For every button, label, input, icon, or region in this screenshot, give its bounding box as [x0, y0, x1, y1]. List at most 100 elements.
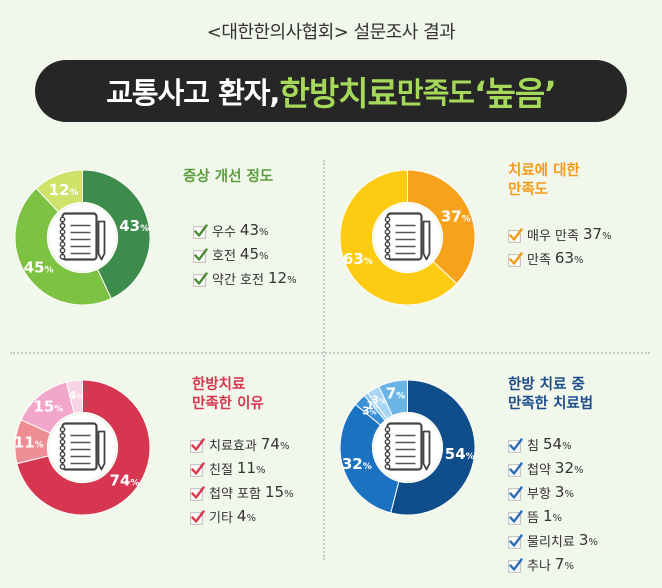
legend-item: 치료효과 74% [190, 432, 294, 456]
donut-chart-2: 37%63% [340, 170, 475, 305]
legend-unit: % [246, 513, 256, 524]
legend-item: 약간 호전 12% [193, 266, 297, 290]
legend-label: 물리치료 [527, 534, 575, 550]
checkmark-icon [193, 222, 210, 239]
notebook-icon [59, 212, 106, 261]
legend-label: 친절 [209, 462, 233, 478]
legend-1: 우수 43% 호전 45% 약간 호전 12% [193, 218, 297, 290]
slice-만족 [340, 170, 458, 305]
legend-label: 침 [527, 438, 539, 454]
slice-label-부항: 3% [362, 404, 377, 417]
slice-침 [390, 380, 475, 515]
legend-unit: % [256, 465, 266, 476]
checkmark-icon [190, 484, 207, 501]
legend-unit: % [287, 275, 297, 286]
legend-4: 침 54% 첩약 32% 부항 3% 뜸 1% 물리치료 3% 추나 7% [508, 432, 598, 576]
slice-우수 [82, 170, 150, 300]
legend-unit: % [574, 465, 584, 476]
checkmark-icon [190, 436, 207, 453]
horizontal-divider [10, 352, 650, 354]
legend-value: 45% [239, 245, 269, 263]
notebook-icon [59, 422, 106, 471]
legend-label: 추나 [527, 558, 551, 574]
legend-label: 기타 [209, 510, 233, 526]
legend-label: 첩약 포함 [209, 486, 261, 502]
legend-item: 부항 3% [508, 480, 598, 504]
legend-item: 첩약 32% [508, 456, 598, 480]
legend-value: 3% [578, 531, 598, 549]
slice-추나 [378, 380, 408, 417]
legend-item: 물리치료 3% [508, 528, 598, 552]
headline-banner: 교통사고 환자, 한방치료 만족도 ‘높음’ [35, 60, 627, 122]
legend-label: 뜸 [527, 510, 539, 526]
legend-item: 친절 11% [190, 456, 294, 480]
checkmark-icon [190, 460, 207, 477]
legend-unit: % [564, 489, 574, 500]
legend-value: 63% [554, 249, 584, 267]
vertical-divider [323, 160, 325, 560]
legend-value: 1% [542, 507, 563, 525]
legend-2: 매우 만족 37% 만족 63% [508, 222, 612, 270]
notebook-icon [384, 212, 431, 261]
legend-value: 12% [267, 269, 297, 287]
legend-value: 37% [582, 225, 612, 243]
legend-label: 첩약 [527, 462, 551, 478]
legend-item: 첩약 포함 15% [190, 480, 294, 504]
legend-unit: % [562, 441, 572, 452]
checkmark-icon [190, 508, 207, 525]
checkmark-icon [508, 508, 525, 525]
chart-title-line: 만족한 치료법 [508, 396, 594, 412]
chart-title-line: 만족도 [508, 182, 549, 198]
legend-value: 3% [554, 483, 574, 501]
notebook-icon [384, 422, 431, 471]
chart-title-line: 한방 치료 중 [508, 377, 585, 393]
chart-title-line: 치료에 대한 [508, 163, 580, 179]
donut-chart-4: 54%32%3%1%3%7% [340, 380, 475, 515]
legend-unit: % [259, 251, 269, 262]
legend-3: 치료효과 74% 친절 11% 첩약 포함 15% 기타 4% [190, 432, 294, 528]
legend-unit: % [279, 441, 290, 452]
legend-value: 7% [554, 555, 574, 573]
checkmark-icon [508, 484, 525, 501]
headline-part4: ‘높음’ [473, 74, 557, 113]
legend-value: 15% [264, 483, 294, 501]
legend-item: 호전 45% [193, 242, 297, 266]
donut-chart-1: 43%45%12% [15, 170, 150, 305]
legend-item: 만족 63% [508, 246, 612, 270]
chart-title-3: 한방치료 만족한 이유 [192, 376, 264, 414]
checkmark-icon [508, 460, 525, 477]
slice-기타 [65, 380, 83, 415]
legend-label: 우수 [212, 224, 236, 240]
slice-매우 만족 [407, 170, 475, 285]
checkmark-icon [508, 532, 525, 549]
survey-subtitle: <대한한의사협회> 설문조사 결과 [206, 22, 456, 43]
legend-label: 매우 만족 [527, 228, 579, 244]
checkmark-icon [508, 250, 525, 267]
legend-unit: % [564, 561, 574, 572]
legend-label: 약간 호전 [212, 272, 264, 288]
chart-title-1: 증상 개선 정도 [183, 168, 273, 187]
checkmark-icon [508, 556, 525, 573]
legend-unit: % [602, 231, 612, 242]
legend-unit: % [574, 255, 584, 266]
legend-label: 호전 [212, 248, 236, 264]
legend-value: 11% [236, 459, 266, 477]
legend-label: 치료효과 [209, 438, 257, 454]
checkmark-icon [193, 270, 210, 287]
headline-part3: 만족도 [396, 76, 475, 110]
legend-value: 4% [236, 507, 256, 525]
legend-unit: % [552, 513, 563, 524]
donut-chart-3: 74%11%15%4% [15, 380, 150, 515]
legend-item: 매우 만족 37% [508, 222, 612, 246]
legend-value: 32% [554, 459, 584, 477]
legend-item: 기타 4% [190, 504, 294, 528]
slice-치료효과 [16, 380, 150, 515]
checkmark-icon [508, 226, 525, 243]
chart-title-line: 만족한 이유 [192, 396, 264, 412]
legend-value: 74% [260, 435, 290, 453]
headline-part2: 한방치료 [279, 74, 397, 113]
checkmark-icon [193, 246, 210, 263]
legend-unit: % [588, 537, 598, 548]
